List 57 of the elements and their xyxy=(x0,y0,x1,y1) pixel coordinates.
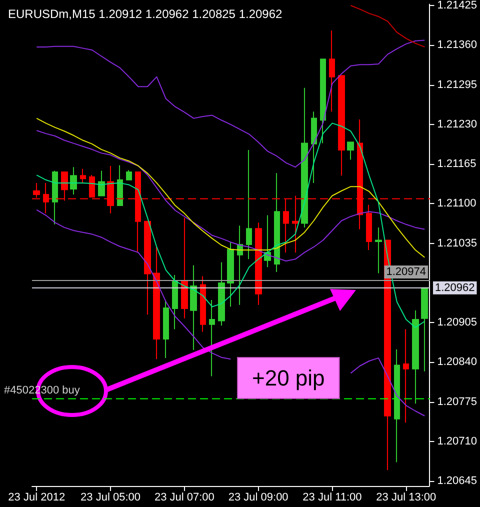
x-tick-label: 23 Jul 11:00 xyxy=(302,492,362,504)
ref-line-label: 1.20974 xyxy=(386,266,426,278)
candlestick xyxy=(172,274,178,330)
y-tick-label: 1.20840 xyxy=(437,356,478,368)
candlestick xyxy=(200,276,206,332)
candlestick xyxy=(80,168,86,184)
candlestick xyxy=(347,142,354,160)
candlestick xyxy=(181,217,188,319)
candlestick xyxy=(117,164,123,206)
candlestick xyxy=(421,287,428,372)
candlestick xyxy=(98,170,105,196)
y-tick-label: 1.21100 xyxy=(437,198,476,210)
ref-line-label: 1.20962 xyxy=(435,282,475,294)
line-series xyxy=(36,122,426,328)
y-tick-label: 1.21230 xyxy=(437,118,478,130)
candlestick xyxy=(338,75,345,176)
candlestick xyxy=(190,264,197,351)
x-tick-label: 23 Jul 05:00 xyxy=(80,492,140,504)
candlestick xyxy=(218,262,225,326)
candlestick xyxy=(237,225,243,306)
x-tick-label: 23 Jul 2012 xyxy=(8,492,66,504)
candlestick xyxy=(126,170,132,180)
y-tick-label: 1.21035 xyxy=(437,237,478,250)
candlestick xyxy=(209,300,215,377)
candlestick xyxy=(227,242,234,308)
x-tick-label: 23 Jul 07:00 xyxy=(154,492,214,504)
y-tick-label: 1.21295 xyxy=(437,78,478,91)
line-series xyxy=(350,5,426,48)
chart-title: EURUSDm,M15 1.20912 1.20962 1.20825 1.20962 xyxy=(8,7,283,21)
line-series xyxy=(36,40,426,168)
y-tick-label: 1.20710 xyxy=(437,435,478,448)
candlestick xyxy=(255,222,262,306)
candlestick xyxy=(246,150,252,260)
annotation: +20 pip xyxy=(252,366,325,390)
candlestick xyxy=(329,30,335,112)
candlestick xyxy=(394,348,400,463)
candlestick xyxy=(52,170,58,225)
y-tick-label: 1.21425 xyxy=(437,0,478,12)
x-tick-label: 23 Jul 09:00 xyxy=(228,492,288,504)
y-tick-label: 1.21360 xyxy=(437,39,478,52)
candlestick xyxy=(163,300,169,358)
y-tick-label: 1.20645 xyxy=(437,475,478,488)
candlestick xyxy=(301,87,308,228)
candlestick xyxy=(144,220,151,316)
candlestick xyxy=(153,246,160,360)
y-tick-label: 1.21165 xyxy=(437,158,476,170)
candlestick xyxy=(412,310,419,404)
candlestick xyxy=(274,172,280,272)
y-tick-label: 1.20775 xyxy=(437,396,478,408)
x-tick-label: 23 Jul 13:00 xyxy=(376,492,436,504)
candlestick xyxy=(311,111,317,184)
candlestick xyxy=(403,328,409,424)
candlestick xyxy=(366,204,372,251)
candlestick xyxy=(70,166,77,196)
candlestick xyxy=(375,226,382,274)
candlestick xyxy=(320,58,326,144)
y-tick-label: 1.20905 xyxy=(437,316,478,329)
